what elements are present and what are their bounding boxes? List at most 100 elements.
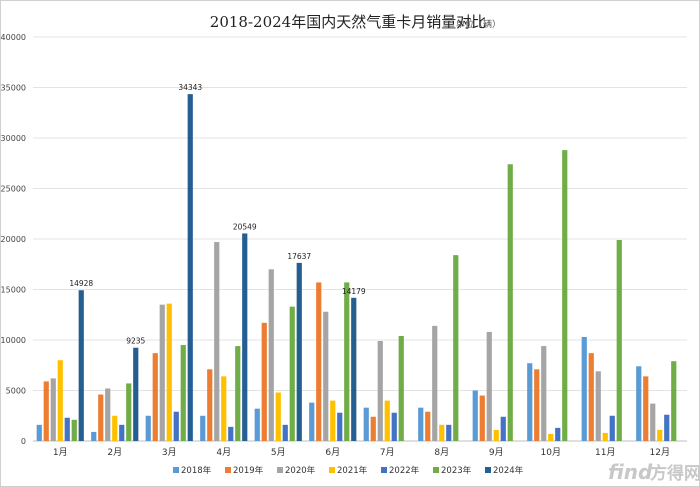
y-tick-label: 10000 [1,336,26,345]
bar [636,366,642,441]
bar [187,94,193,442]
bar [391,412,397,441]
bar [602,432,608,441]
data-label: 34343 [178,83,202,92]
bar [126,383,132,441]
bar [609,415,615,441]
bar [268,269,274,441]
bar [275,392,281,441]
y-tick-label: 30000 [1,134,26,143]
legend-swatch [329,467,335,473]
bar [242,233,248,441]
bar [548,433,554,441]
data-label: 17637 [287,252,311,261]
bar [316,282,322,441]
bar [309,402,315,441]
watermark-logo: find 方得网 [608,460,700,484]
y-axis-ticks: 0 5000 10000 15000 20000 25000 30000 35000 40000 [1,33,26,446]
x-tick-label: 4月 [216,447,231,458]
bar [664,414,670,441]
bar [500,416,506,441]
x-tick-label: 2月 [107,447,122,458]
bar [453,255,459,441]
bar [527,363,533,441]
bar [479,395,485,441]
bar [43,381,49,441]
bar [145,415,151,441]
bar [261,322,267,441]
legend-swatch [381,467,387,473]
bar [50,378,56,441]
x-tick-label: 8月 [434,447,449,458]
bar [282,424,288,441]
bar [595,371,601,441]
bar [439,424,445,441]
bar [363,407,369,441]
x-tick-label: 7月 [380,447,395,458]
y-tick-label: 20000 [1,235,26,244]
bar [166,303,172,441]
data-labels: 14928 9235 34343 20549 17637 14179 [69,83,366,346]
bar [493,429,499,441]
bar [173,411,179,441]
bar [562,150,568,441]
bar [228,426,234,441]
bar [472,390,478,441]
bar [207,369,213,441]
bar [398,335,404,441]
bar [235,346,241,441]
x-tick-label: 12月 [650,447,670,458]
bar [159,304,165,441]
data-label: 20549 [233,222,257,231]
bar [78,290,84,441]
y-tick-label: 40000 [1,33,26,42]
data-label: 9235 [126,337,145,346]
bar [98,394,104,441]
x-axis-ticks: 1月 2月 3月 4月 5月 6月 7月 8月 9月 10月 11月 12月 [53,447,670,458]
bar [221,376,227,441]
x-tick-label: 11月 [595,447,615,458]
legend-label: 2023年 [441,465,472,476]
bar [71,419,77,441]
bar [351,297,357,441]
bar [555,427,561,441]
y-tick-label: 5000 [6,387,26,396]
legend-swatch [225,467,231,473]
bar [446,424,452,441]
bar [91,431,97,441]
y-tick-label: 35000 [1,84,26,93]
watermark-text: 方得网 [650,463,700,484]
x-tick-label: 3月 [162,447,177,458]
bar [337,412,343,441]
bar [57,360,63,441]
bar [370,416,376,441]
gridlines [33,36,687,442]
data-label: 14928 [69,279,93,288]
data-label: 14179 [342,287,366,296]
bars [36,94,677,442]
bar [671,361,677,441]
bar [152,353,158,441]
bar [616,240,622,441]
bar [214,242,220,441]
bar [486,331,492,441]
bar [289,306,295,441]
y-tick-label: 15000 [1,286,26,295]
bar [507,164,513,441]
x-tick-label: 10月 [541,447,561,458]
x-tick-label: 1月 [53,447,68,458]
bar [650,403,656,441]
bar [254,408,260,441]
watermark-prefix: find [608,460,653,484]
bar [581,336,587,441]
x-tick-label: 9月 [489,447,504,458]
bar [588,353,594,441]
bar [541,346,547,441]
bar [112,415,118,441]
bar [432,325,438,441]
bar [384,400,390,441]
bar [180,345,186,441]
legend-label: 2019年 [233,465,264,476]
bar [323,311,329,441]
